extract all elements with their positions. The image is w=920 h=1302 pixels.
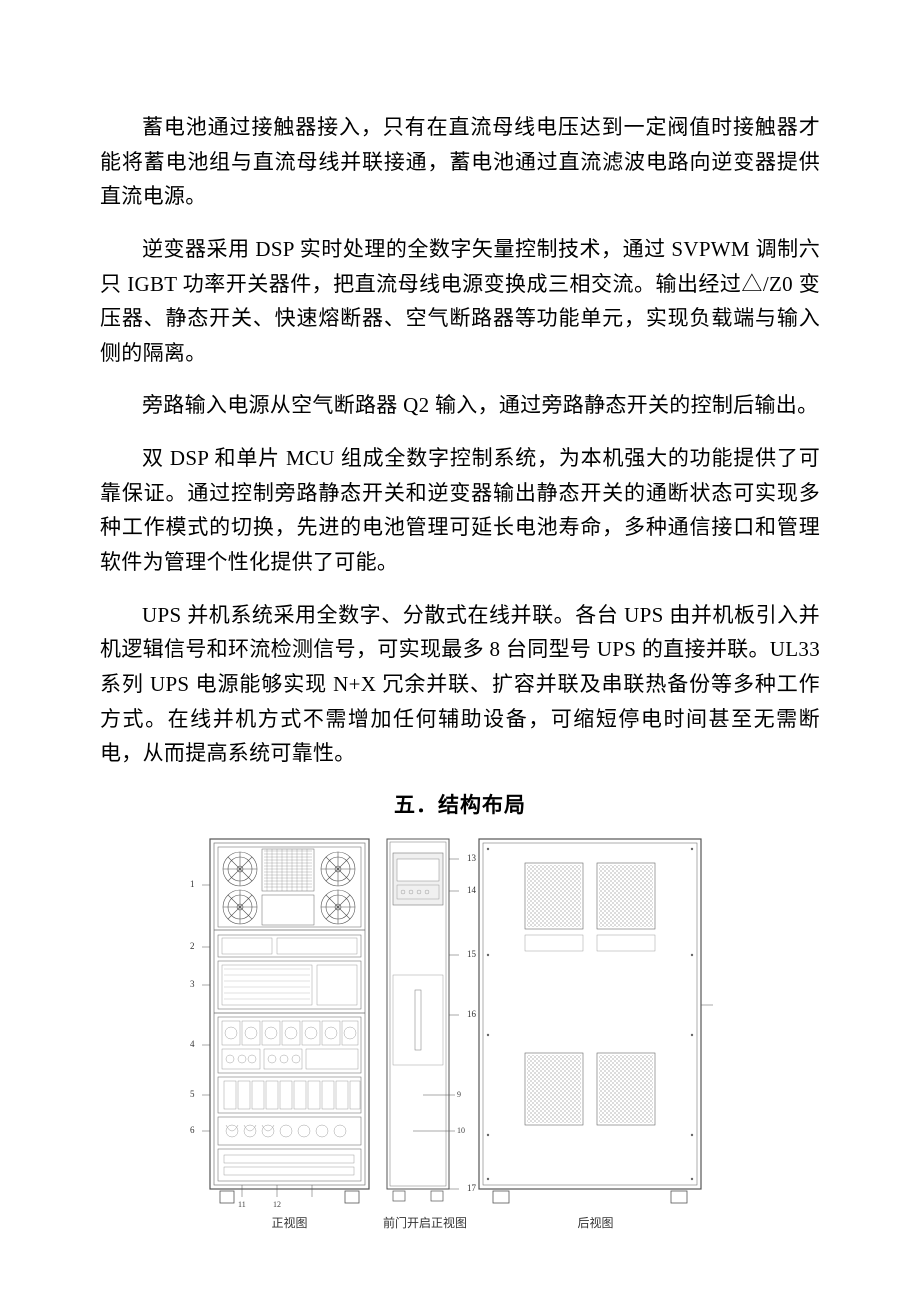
paragraph-inverter: 逆变器采用 DSP 实时处理的全数字矢量控制技术，通过 SVPWM 调制六只 I… [100,232,820,371]
svg-text:12: 12 [273,1200,281,1209]
callout-1: 1 [190,879,195,889]
callout-3: 3 [190,979,195,989]
front-view-container: 11 12 1 2 3 4 5 6 正视图 [202,835,377,1231]
front-view-caption: 正视图 [271,1214,307,1231]
door-view-caption: 前门开启正视图 [383,1214,467,1231]
callout-5: 5 [190,1089,195,1099]
svg-text:10: 10 [457,1126,465,1135]
callout-4: 4 [190,1039,195,1049]
door-view-drawing: 9 10 13 14 15 16 17 [383,835,467,1210]
door-view-container: 9 10 13 14 15 16 17 前门开启正视图 [383,835,467,1231]
section-heading-structure: 五．结构布局 [100,789,820,819]
front-view-drawing: 11 12 1 2 3 4 5 6 [202,835,377,1210]
paragraph-battery: 蓄电池通过接触器接入，只有在直流母线电压达到一定阀值时接触器才能将蓄电池组与直流… [100,110,820,214]
paragraph-dsp-mcu: 双 DSP 和单片 MCU 组成全数字控制系统，为本机强大的功能提供了可靠保证。… [100,441,820,580]
callout-2: 2 [190,941,195,951]
rear-view-caption: 后视图 [577,1214,613,1231]
svg-text:9: 9 [457,1090,461,1099]
paragraph-parallel: UPS 并机系统采用全数字、分散式在线并联。各台 UPS 由并机板引入并机逻辑信… [100,598,820,771]
structure-figure: 11 12 1 2 3 4 5 6 正视图 [100,835,820,1231]
callout-6: 6 [190,1125,195,1135]
rear-view-container: 后视图 [473,835,718,1231]
paragraph-bypass: 旁路输入电源从空气断路器 Q2 输入，通过旁路静态开关的控制后输出。 [100,388,820,423]
rear-view-drawing [473,835,718,1210]
svg-text:11: 11 [238,1200,246,1209]
